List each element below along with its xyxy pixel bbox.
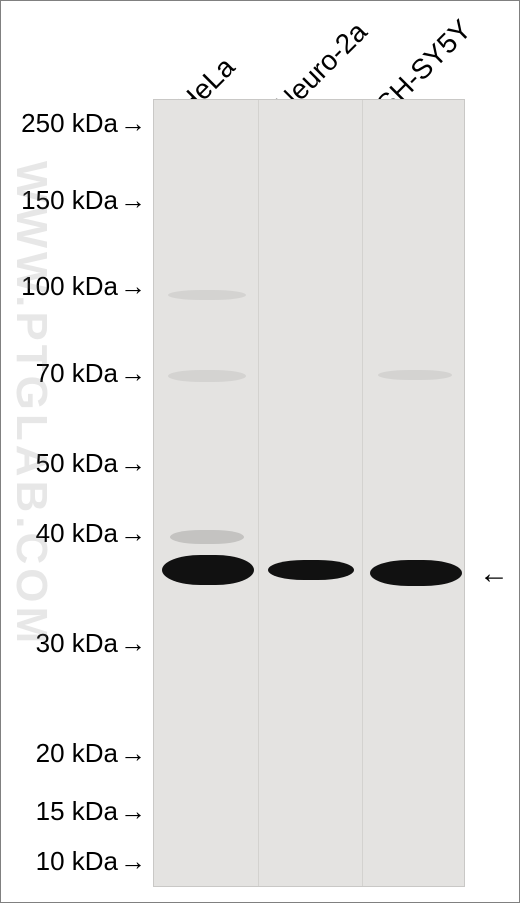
lane-divider [362,100,363,886]
ladder-label: 15 kDa [36,796,118,827]
ladder-arrow-icon: → [120,738,146,769]
blot-band [370,560,462,586]
ladder-arrow-icon: → [120,358,146,389]
ladder-row: 15 kDa→ [36,796,146,827]
ladder-arrow-icon: → [120,846,146,877]
blot-band [268,560,354,580]
ladder-arrow-icon: → [120,796,146,827]
ladder-arrow-icon: → [120,628,146,659]
watermark-text: WWW.PTGLAB.COM [6,161,56,647]
blot-membrane [153,99,465,887]
ladder-row: 20 kDa→ [36,738,146,769]
ladder-arrow-icon: → [120,518,146,549]
ladder-row: 250 kDa→ [21,108,146,139]
ladder-row: 10 kDa→ [36,846,146,877]
target-band-arrow-icon: ← [479,557,509,591]
figure-container: HeLa Neuro-2a SH-SY5Y 250 kDa→150 kDa→10… [0,0,520,903]
blot-band [170,530,244,544]
lane-divider [258,100,259,886]
ladder-arrow-icon: → [120,448,146,479]
blot-band [378,370,452,380]
blot-band [168,370,246,382]
ladder-arrow-icon: → [120,271,146,302]
blot-band [162,555,254,585]
ladder-arrow-icon: → [120,185,146,216]
blot-band [168,290,246,300]
ladder-label: 20 kDa [36,738,118,769]
ladder-label: 250 kDa [21,108,118,139]
ladder-label: 10 kDa [36,846,118,877]
sample-labels-region: HeLa Neuro-2a SH-SY5Y [1,1,519,111]
ladder-arrow-icon: → [120,108,146,139]
